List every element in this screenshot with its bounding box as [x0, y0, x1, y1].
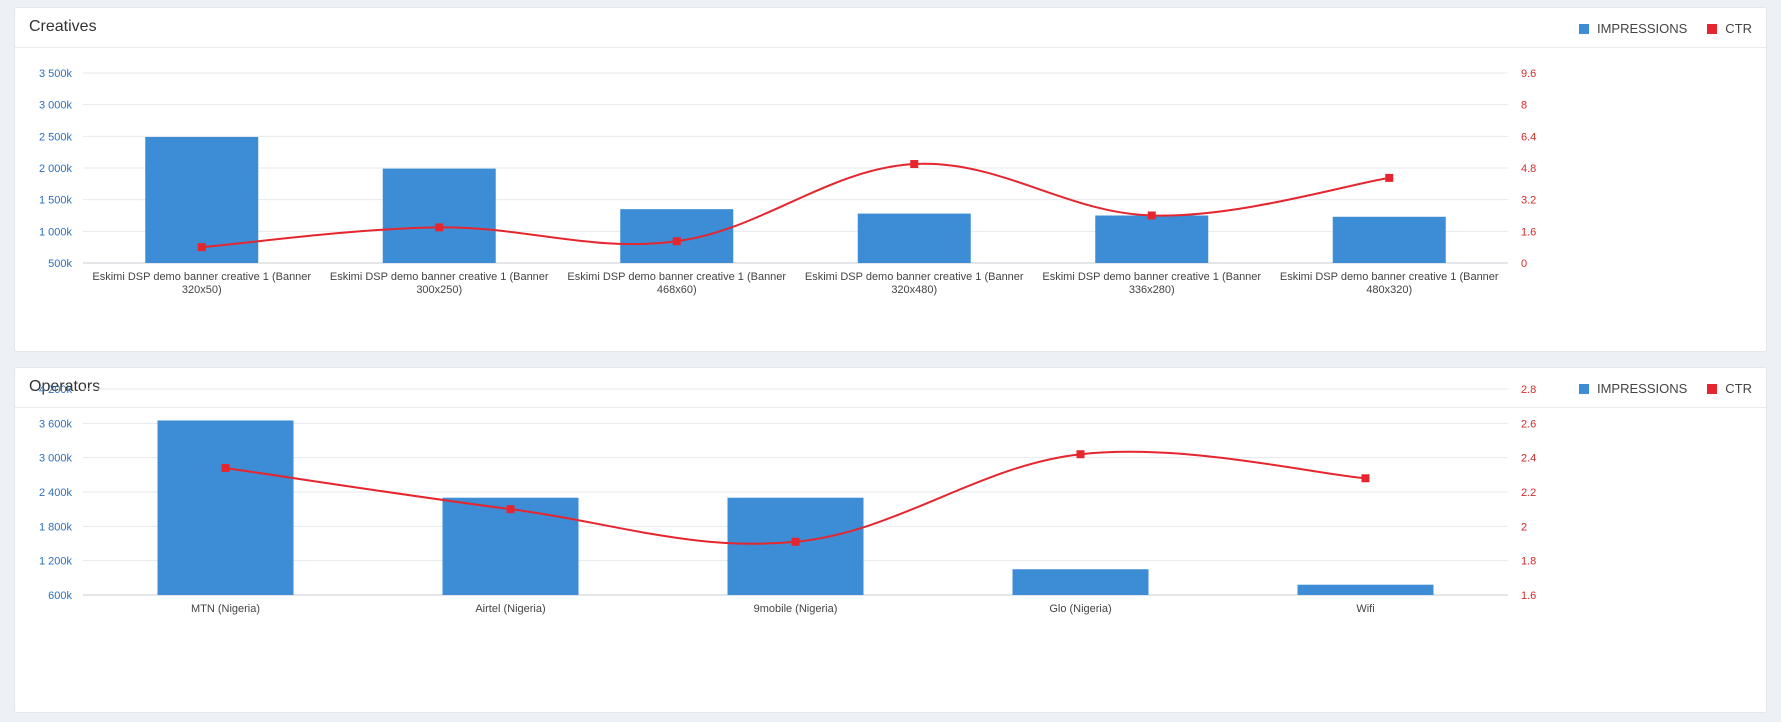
creatives-right-tick-label: 6.4	[1521, 131, 1536, 143]
operators-right-tick-label: 2.2	[1521, 487, 1536, 499]
operators-impressions-bar[interactable]	[1297, 584, 1434, 595]
creatives-legend-ctr-label: CTR	[1725, 21, 1752, 36]
operators-chart: 600k 1 200k 1 800k 2 400k 3 000k 3 600k 4 200k…	[39, 384, 1536, 615]
creatives-category-label: Eskimi DSP demo banner creative 1 (Banne…	[1042, 271, 1261, 296]
operators-right-tick-label: 1.6	[1521, 590, 1536, 602]
creatives-ctr-point[interactable]	[1147, 211, 1156, 220]
creatives-left-tick-label: 2 000k	[39, 163, 73, 175]
creatives-right-tick-label: 3.2	[1521, 195, 1536, 207]
operators-right-tick-label: 2.4	[1521, 453, 1536, 465]
operators-ctr-point[interactable]	[1076, 450, 1085, 459]
operators-left-tick-label: 3 600k	[39, 418, 73, 430]
operators-impressions-bar[interactable]	[157, 420, 294, 595]
creatives-panel-header: Creatives IMPRESSIONS CTR	[15, 8, 1766, 48]
operators-left-tick-label: 1 200k	[39, 556, 73, 568]
creatives-ctr-line	[201, 162, 1390, 249]
creatives-impressions-bar[interactable]	[145, 136, 259, 263]
creatives-ctr-point[interactable]	[1385, 173, 1394, 182]
creatives-ctr-point[interactable]	[672, 237, 681, 246]
creatives-legend-impressions[interactable]: IMPRESSIONS	[1578, 21, 1688, 36]
operators-panel: Operators IMPRESSIONS CTR 600k 1 200k 1 80…	[14, 367, 1767, 713]
creatives-right-tick-label: 0	[1521, 258, 1527, 270]
creatives-ctr-point[interactable]	[197, 243, 206, 252]
operators-legend-impressions-label: IMPRESSIONS	[1596, 381, 1688, 396]
operators-impressions-bar[interactable]	[442, 497, 579, 595]
creatives-right-tick-label: 8	[1521, 100, 1527, 112]
creatives-impressions-bar[interactable]	[620, 209, 734, 263]
creatives-left-tick-label: 500k	[48, 258, 72, 270]
creatives-legend-impressions-label: IMPRESSIONS	[1596, 21, 1688, 36]
operators-category-label: MTN (Nigeria)	[191, 603, 260, 615]
impressions-swatch-icon	[1578, 23, 1589, 34]
creatives-impressions-bar[interactable]	[857, 213, 971, 263]
operators-impressions-bar[interactable]	[727, 497, 864, 595]
creatives-impressions-bar[interactable]	[1095, 215, 1209, 264]
operators-right-tick-label: 2.8	[1521, 384, 1536, 396]
creatives-right-tick-label: 1.6	[1521, 226, 1536, 238]
creatives-impressions-bar[interactable]	[1332, 216, 1446, 263]
ctr-swatch-icon	[1707, 23, 1718, 34]
creatives-category-label: Eskimi DSP demo banner creative 1 (Banne…	[92, 271, 311, 296]
operators-ctr-point[interactable]	[791, 537, 800, 546]
creatives-left-tick-label: 1 000k	[39, 226, 73, 238]
creatives-chart: 500k 1 000k 1 500k 2 000k 2 500k 3 000k 3 500k…	[39, 68, 1536, 296]
creatives-left-tick-label: 3 000k	[39, 100, 73, 112]
operators-left-tick-label: 1 800k	[39, 521, 73, 533]
creatives-left-tick-label: 2 500k	[39, 131, 73, 143]
operators-right-tick-label: 2	[1521, 521, 1527, 533]
creatives-ctr-point[interactable]	[910, 160, 919, 169]
operators-right-tick-label: 2.6	[1521, 418, 1536, 430]
creatives-panel: Creatives IMPRESSIONS CTR 500k 1 000k 1 50…	[14, 7, 1767, 352]
creatives-category-label: Eskimi DSP demo banner creative 1 (Banne…	[1280, 271, 1499, 296]
operators-legend-ctr[interactable]: CTR	[1707, 381, 1752, 396]
creatives-left-tick-label: 3 500k	[39, 68, 73, 80]
operators-ctr-point[interactable]	[506, 505, 515, 514]
creatives-legend-ctr[interactable]: CTR	[1707, 21, 1752, 36]
creatives-impressions-bar[interactable]	[382, 168, 496, 263]
operators-category-label: Wifi	[1356, 603, 1374, 615]
operators-right-tick-label: 1.8	[1521, 556, 1536, 568]
operators-legend: IMPRESSIONS CTR	[1565, 381, 1752, 396]
operators-ctr-point[interactable]	[221, 463, 230, 472]
operators-left-tick-label: 2 400k	[39, 487, 73, 499]
operators-panel-header: Operators IMPRESSIONS CTR	[15, 368, 1766, 408]
creatives-ctr-point[interactable]	[435, 223, 444, 232]
operators-left-tick-label: 4 200k	[39, 384, 73, 396]
ctr-swatch-icon	[1707, 383, 1718, 394]
creatives-right-tick-label: 4.8	[1521, 163, 1536, 175]
operators-category-label: Airtel (Nigeria)	[475, 603, 545, 615]
operators-legend-ctr-label: CTR	[1725, 381, 1752, 396]
creatives-category-label: Eskimi DSP demo banner creative 1 (Banne…	[567, 271, 786, 296]
operators-chart-title: Operators	[29, 378, 101, 395]
operators-left-tick-label: 3 000k	[39, 453, 73, 465]
operators-category-label: Glo (Nigeria)	[1049, 603, 1111, 615]
creatives-left-tick-label: 1 500k	[39, 195, 73, 207]
operators-ctr-point[interactable]	[1361, 474, 1370, 483]
creatives-category-label: Eskimi DSP demo banner creative 1 (Banne…	[330, 271, 549, 296]
impressions-swatch-icon	[1578, 383, 1589, 394]
creatives-category-label: Eskimi DSP demo banner creative 1 (Banne…	[805, 271, 1024, 296]
operators-category-label: 9mobile (Nigeria)	[754, 603, 838, 615]
operators-legend-impressions[interactable]: IMPRESSIONS	[1578, 381, 1688, 396]
operators-left-tick-label: 600k	[48, 590, 72, 602]
creatives-right-tick-label: 9.6	[1521, 68, 1536, 80]
creatives-chart-title: Creatives	[29, 18, 97, 35]
operators-impressions-bar[interactable]	[1012, 569, 1149, 595]
creatives-legend: IMPRESSIONS CTR	[1565, 21, 1752, 36]
